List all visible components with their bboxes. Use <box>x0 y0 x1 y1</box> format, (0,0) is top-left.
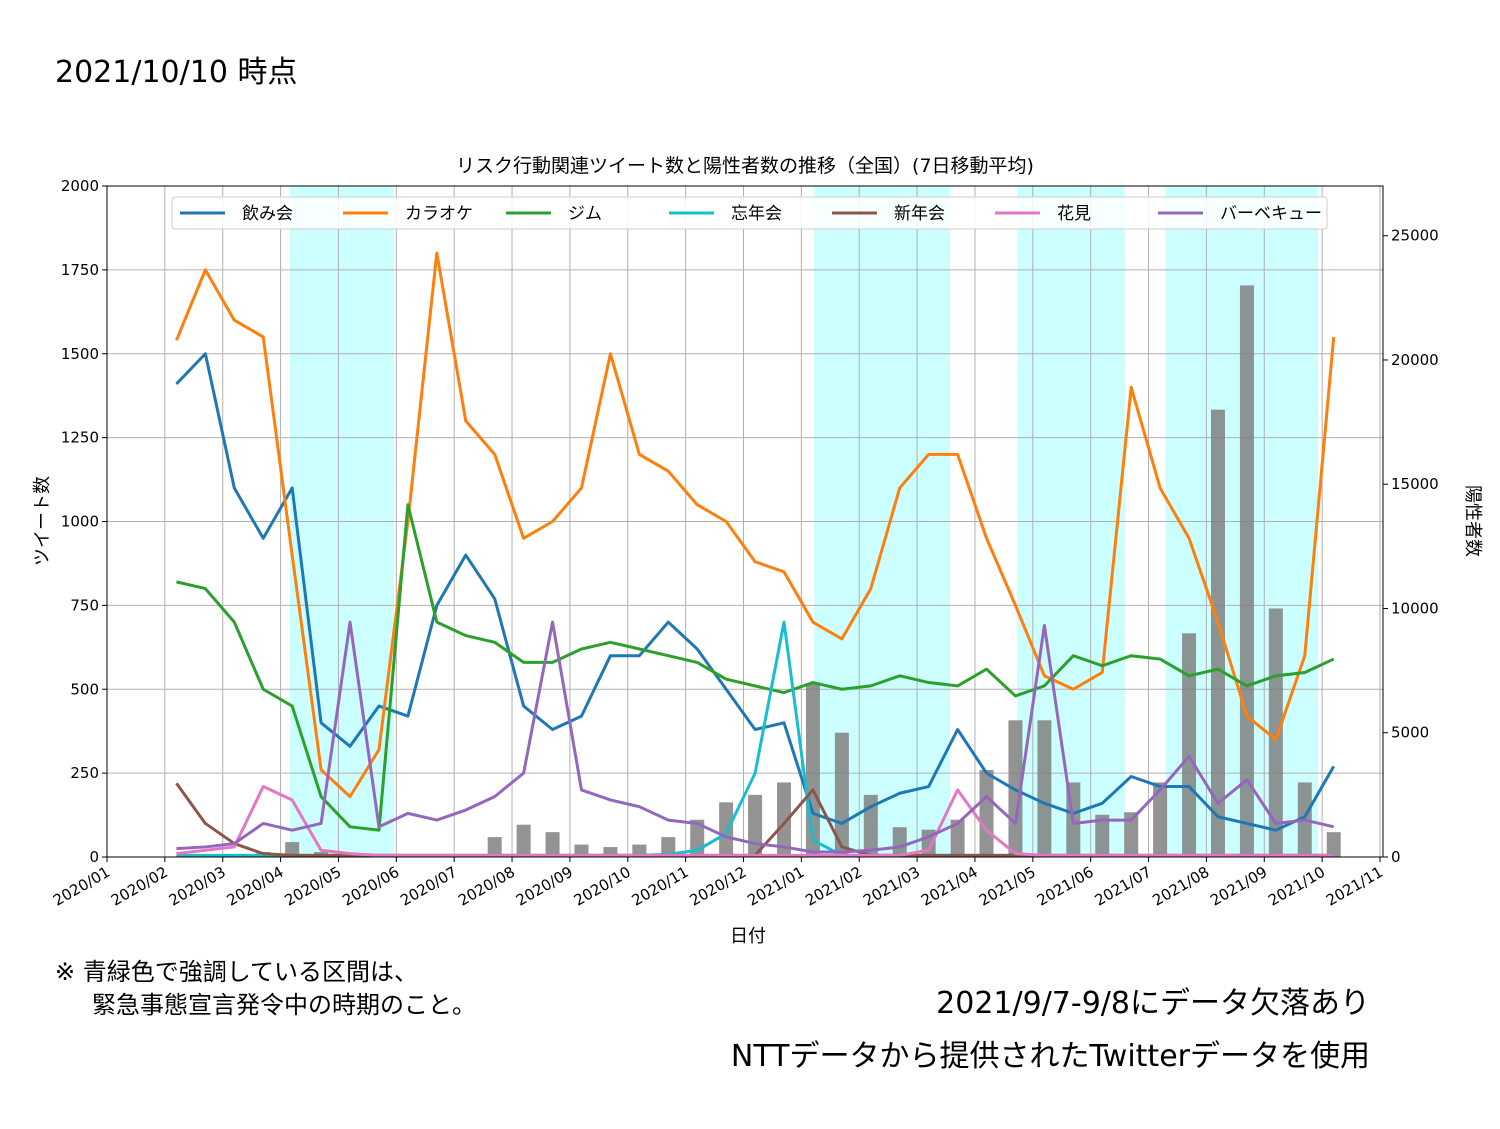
legend-label: バーベキュー <box>1220 204 1322 224</box>
note: 緊急事態宣言発令中の時期のこと。 <box>92 991 476 1019</box>
x-tick-label: 2021/09 <box>1207 863 1270 910</box>
positive-bar <box>661 837 676 857</box>
footnote: 2021/9/7-9/8にデータ欠落あり <box>936 986 1370 1021</box>
positive-bar <box>516 824 531 857</box>
positive-bar <box>1182 633 1197 857</box>
positive-bar <box>1210 409 1225 857</box>
x-tick-label: 2021/11 <box>1323 863 1386 910</box>
positive-bar <box>1326 832 1341 857</box>
series-line <box>176 503 1335 832</box>
legend-label: ジム <box>568 204 602 224</box>
positive-bar <box>285 842 300 857</box>
positive-bar <box>979 770 994 857</box>
x-tick-label: 2021/01 <box>744 863 807 910</box>
x-tick-label: 2020/01 <box>50 863 113 910</box>
x-tick-label: 2021/04 <box>918 863 981 910</box>
positive-bar <box>777 782 792 857</box>
y-tick-label: 2000 <box>61 177 99 195</box>
y-tick-label: 250 <box>70 764 99 782</box>
positive-bar <box>1095 814 1110 857</box>
positive-bar <box>487 837 502 857</box>
x-tick-label: 2021/07 <box>1092 863 1155 910</box>
y2-tick-label: 5000 <box>1391 724 1429 742</box>
x-tick-label: 2021/03 <box>860 863 923 910</box>
x-tick-label: 2021/10 <box>1265 863 1328 910</box>
positive-bar <box>748 794 763 857</box>
y2-tick-label: 0 <box>1391 848 1401 866</box>
x-tick-label: 2020/05 <box>281 863 344 910</box>
legend-label: 花見 <box>1057 204 1091 224</box>
y-tick-label: 1250 <box>61 429 99 447</box>
header: 2021/10/10 時点 <box>55 55 297 90</box>
y-tick-label: 750 <box>70 596 99 614</box>
positive-bar <box>1037 720 1052 857</box>
positive-bar <box>834 732 849 857</box>
x-tick-label: 2020/10 <box>571 863 634 910</box>
footnote: NTTデータから提供されたTwitterデータを使用 <box>731 1039 1370 1074</box>
y2-tick-label: 15000 <box>1391 475 1439 493</box>
legend-label: 新年会 <box>894 204 945 224</box>
series-line <box>176 620 1335 854</box>
chart-title: リスク行動関連ツイート数と陽性者数の推移（全国）(7日移動平均) <box>456 155 1034 177</box>
x-axis-label: 日付 <box>730 926 766 947</box>
plot-frame <box>106 185 1384 858</box>
positive-bar <box>1124 812 1139 857</box>
x-tick-label: 2020/11 <box>629 863 692 910</box>
plot: 2020/012020/022020/032020/042020/052020/… <box>50 177 1439 910</box>
legend-box <box>171 196 1328 230</box>
y2-tick-label: 25000 <box>1391 227 1439 245</box>
y-tick-label: 500 <box>70 680 99 698</box>
positive-bar <box>603 847 618 857</box>
x-tick-label: 2021/02 <box>802 863 865 910</box>
series-line <box>176 785 1334 857</box>
note: ※ 青緑色で強調している区間は、 <box>55 958 418 986</box>
x-tick-label: 2020/12 <box>687 863 750 910</box>
y2-tick-label: 10000 <box>1391 599 1439 617</box>
positive-bar <box>1268 608 1283 857</box>
legend-label: カラオケ <box>405 204 473 224</box>
x-tick-label: 2020/03 <box>166 863 229 910</box>
x-tick-label: 2020/08 <box>455 863 518 910</box>
y-tick-label: 1500 <box>61 345 99 363</box>
x-tick-label: 2020/09 <box>513 863 576 910</box>
legend-label: 忘年会 <box>731 204 782 224</box>
x-tick-label: 2020/06 <box>339 863 402 910</box>
x-tick-label: 2020/07 <box>397 863 460 910</box>
y2-tick-label: 20000 <box>1391 351 1439 369</box>
positive-bar <box>1239 285 1254 857</box>
x-tick-label: 2021/08 <box>1149 863 1212 910</box>
positive-bar <box>719 802 734 857</box>
x-tick-label: 2020/02 <box>108 863 171 910</box>
y-tick-label: 1000 <box>61 513 99 531</box>
x-tick-label: 2020/04 <box>224 863 287 910</box>
x-tick-label: 2021/05 <box>976 863 1039 910</box>
series-line <box>175 352 1336 832</box>
positive-bar <box>1153 782 1168 857</box>
x-tick-label: 2021/06 <box>1034 863 1097 910</box>
positive-bar <box>545 832 560 857</box>
positive-bar <box>892 827 907 857</box>
legend-label: 飲み会 <box>242 204 293 224</box>
y-axis-label: ツイート数 <box>32 476 53 566</box>
positive-bar <box>950 819 965 857</box>
y-tick-label: 0 <box>89 848 99 866</box>
y-tick-label: 1750 <box>61 261 99 279</box>
y2-axis-label: 陽性者数 <box>1462 485 1483 557</box>
